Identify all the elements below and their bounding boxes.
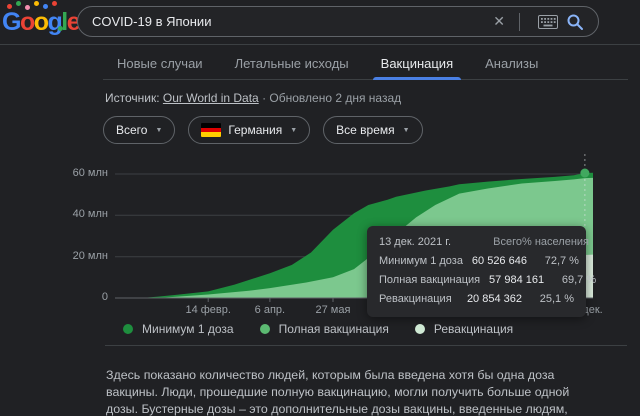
logo-letter: g <box>47 8 63 36</box>
google-logo[interactable]: Google <box>2 1 81 37</box>
vaccination-chart-section: 0 20 млн 40 млн 60 млн 14 февр. 6 апр. 27 мая… <box>0 150 640 317</box>
filter-chip-label: Все время <box>336 123 395 137</box>
search-header: Google COVID-19 в Японии ✕ <box>0 0 640 45</box>
source-updated: Обновлено 2 дня назад <box>269 91 402 105</box>
filter-chip-time[interactable]: Все время ▼ <box>323 116 423 144</box>
tooltip-date: 13 дек. 2021 г. <box>379 236 452 248</box>
tooltip-col-percent: % населения <box>522 236 589 248</box>
y-axis-label: 60 млн <box>72 167 108 179</box>
logo-letter: G <box>2 8 21 36</box>
tooltip-total-value: 60 526 646 <box>471 255 527 267</box>
germany-flag-icon <box>201 123 222 137</box>
y-axis-label: 0 <box>101 291 108 303</box>
y-axis-label: 40 млн <box>72 208 108 221</box>
source-separator: · <box>262 91 267 105</box>
filter-chips: Всего ▼ Германия ▼ Все время ▼ <box>103 116 423 144</box>
y-axis-labels: 0 20 млн 40 млн 60 млн <box>0 150 108 303</box>
keyboard-icon[interactable] <box>538 14 558 29</box>
tooltip-row: Ревакцинация 20 854 362 25,1 % <box>379 290 574 309</box>
holiday-light-icon <box>16 1 21 6</box>
search-input[interactable]: COVID-19 в Японии <box>92 14 212 29</box>
chevron-down-icon: ▼ <box>290 126 298 134</box>
legend-dot-icon <box>414 324 425 334</box>
tooltip-percent-value: 25,1 % <box>539 293 574 305</box>
source-line: Источник: Our World in Data · Обновлено … <box>105 91 401 105</box>
chevron-down-icon: ▼ <box>155 126 163 134</box>
legend-item: Полная вакцинация <box>259 322 389 336</box>
description-text: Здесь показано количество людей, которым… <box>106 368 570 416</box>
source-link[interactable]: Our World in Data <box>162 91 259 105</box>
tooltip-percent-value: 72,7 % <box>544 255 579 267</box>
x-axis-label: 6 апр. <box>254 304 286 316</box>
holiday-light-icon <box>34 1 39 6</box>
search-icon[interactable] <box>566 13 584 31</box>
legend-label: Минимум 1 доза <box>142 322 234 336</box>
search-box-divider <box>519 12 520 31</box>
result-tabs: Новые случаи Летальные исходы Вакцинация Ан… <box>103 51 628 80</box>
tab-vaccination[interactable]: Вакцинация <box>372 51 462 80</box>
tab-deaths[interactable]: Летальные исходы <box>234 56 349 71</box>
x-axis-label: 14 февр. <box>185 304 231 316</box>
tooltip-total-value: 57 984 161 <box>489 274 545 286</box>
tab-tests[interactable]: Анализы <box>485 56 539 71</box>
filter-chip-metric[interactable]: Всего ▼ <box>103 116 176 144</box>
search-box[interactable]: COVID-19 в Японии ✕ <box>77 6 599 37</box>
tooltip-percent-value: 69,7 % <box>561 274 597 286</box>
chart-tooltip: 13 дек. 2021 г. Всего % населения Миниму… <box>367 226 596 317</box>
section-divider <box>105 345 627 346</box>
tooltip-row: Полная вакцинация 57 984 161 69,7 % <box>379 271 596 290</box>
holiday-light-icon <box>52 1 57 6</box>
logo-letter: o <box>33 8 49 36</box>
chart-description: Здесь показано количество людей, которым… <box>106 367 603 416</box>
filter-chip-region[interactable]: Германия ▼ <box>188 116 311 144</box>
tab-new-cases[interactable]: Новые случаи <box>117 56 203 71</box>
tooltip-total-value: 20 854 362 <box>466 293 522 305</box>
y-axis-label: 20 млн <box>72 249 108 262</box>
filter-chip-label: Германия <box>228 123 283 137</box>
holiday-light-icon <box>58 26 63 31</box>
chevron-down-icon: ▼ <box>402 126 410 134</box>
filter-chip-label: Всего <box>116 123 148 137</box>
tooltip-series-label: Ревакцинация <box>379 293 452 305</box>
legend-label: Полная вакцинация <box>278 322 389 336</box>
legend-dot-icon <box>123 324 133 334</box>
holiday-light-icon <box>25 5 30 10</box>
tooltip-series-label: Минимум 1 доза <box>379 255 463 267</box>
tooltip-col-total: Всего <box>493 236 522 248</box>
legend-dot-icon <box>259 324 270 334</box>
tooltip-series-label: Полная вакцинация <box>379 274 481 286</box>
clear-icon[interactable]: ✕ <box>493 13 505 29</box>
x-axis-label: 27 мая <box>315 304 351 316</box>
holiday-light-icon <box>7 4 12 9</box>
holiday-light-icon <box>43 4 48 9</box>
legend-label: Ревакцинация <box>433 322 514 336</box>
tooltip-header-row: 13 дек. 2021 г. Всего % населения <box>379 233 589 252</box>
tooltip-row: Минимум 1 доза 60 526 646 72,7 % <box>379 252 579 271</box>
logo-letter: l <box>61 8 68 36</box>
logo-letter: o <box>19 8 35 36</box>
legend-item: Ревакцинация <box>414 322 514 336</box>
legend-item: Минимум 1 доза <box>123 322 234 336</box>
chart-legend: Минимум 1 доза Полная вакцинация Ревакцина… <box>123 322 513 336</box>
source-prefix: Источник: <box>105 91 160 105</box>
